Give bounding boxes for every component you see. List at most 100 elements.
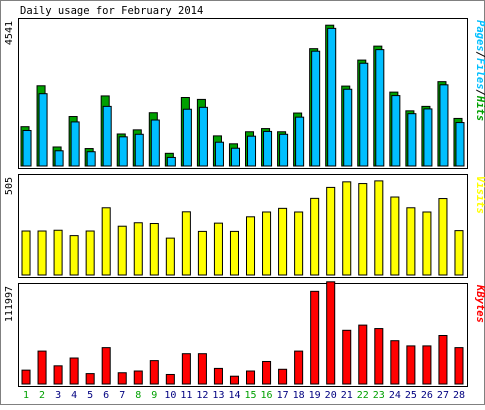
visits-panel-bar-visits-day-20 [326, 186, 336, 276]
x-tick-label-day-13: 13 [212, 390, 224, 401]
kbytes-panel-bar-kbytes-day-23 [374, 328, 384, 385]
x-tick-label-day-26: 26 [421, 390, 433, 401]
visits-panel-bar-visits-day-3 [53, 229, 63, 276]
hits-panel-bar-files-day-4 [70, 121, 80, 167]
kbytes-panel-bar-kbytes-day-2 [37, 350, 47, 385]
visits-panel-legend-visits: Visits [474, 176, 485, 214]
kbytes-panel-bar-kbytes-day-6 [101, 347, 111, 385]
visits-panel-bar-visits-day-9 [149, 223, 159, 276]
x-tick-label-day-6: 6 [103, 390, 109, 401]
hits-panel-bar-files-day-17 [279, 133, 289, 167]
hits-panel-legend: Pages/Files/Hits [474, 20, 485, 121]
visits-panel-bar-visits-day-28 [454, 230, 464, 276]
hits-panel-bar-files-day-28 [455, 122, 465, 167]
kbytes-panel-bar-kbytes-day-26 [422, 345, 432, 385]
hits-panel-bar-files-day-16 [263, 130, 273, 167]
x-tick-label-day-19: 19 [309, 390, 321, 401]
x-tick-label-day-5: 5 [87, 390, 93, 401]
visits-panel-bar-visits-day-24 [390, 196, 400, 276]
kbytes-panel-legend: KBytes [474, 284, 485, 323]
kbytes-panel-bar-kbytes-day-17 [278, 368, 288, 385]
hits-panel-bar-files-day-27 [439, 84, 449, 167]
hits-panel-bar-files-day-23 [375, 49, 385, 167]
x-tick-label-day-20: 20 [325, 390, 337, 401]
kbytes-panel-bar-kbytes-day-22 [358, 324, 368, 385]
visits-panel-bar-visits-day-2 [37, 230, 47, 276]
hits-panel-bar-files-day-8 [134, 133, 144, 167]
visits-panel-bar-visits-day-23 [374, 180, 384, 276]
x-tick-label-day-2: 2 [39, 390, 45, 401]
hits-panel-bar-files-day-24 [391, 95, 401, 167]
kbytes-panel-bar-kbytes-day-8 [133, 370, 143, 385]
kbytes-panel-ymax-label: 111997 [4, 286, 15, 322]
hits-panel-bar-files-day-6 [102, 105, 112, 167]
hits-panel-bar-files-day-10 [166, 156, 176, 167]
visits-panel-frame [18, 174, 468, 278]
x-tick-label-day-18: 18 [293, 390, 305, 401]
kbytes-panel-bar-kbytes-day-13 [213, 367, 223, 385]
kbytes-panel-bar-kbytes-day-11 [181, 353, 191, 385]
x-tick-label-day-3: 3 [55, 390, 61, 401]
x-tick-label-day-7: 7 [119, 390, 125, 401]
hits-panel-legend-files: Files [474, 58, 485, 90]
chart-title: Daily usage for February 2014 [20, 5, 203, 17]
hits-panel-ymax-label: 4541 [4, 21, 15, 45]
visits-panel-bar-visits-day-18 [294, 211, 304, 276]
visits-panel-bar-visits-day-7 [117, 225, 127, 276]
visits-panel-bar-visits-day-25 [406, 207, 416, 276]
hits-panel-bar-files-day-12 [198, 106, 208, 167]
hits-panel-bar-files-day-22 [359, 62, 369, 167]
visits-panel-bar-visits-day-13 [213, 222, 223, 276]
kbytes-panel-bar-kbytes-day-7 [117, 372, 127, 385]
visits-panel-legend: Visits [474, 176, 485, 214]
hits-panel-bar-files-day-20 [327, 27, 337, 167]
hits-panel-legend-slash: / [474, 52, 485, 58]
visits-panel: 505 Visits [4, 174, 485, 278]
kbytes-panel-frame [18, 283, 468, 387]
visits-panel-bar-visits-day-4 [69, 235, 79, 276]
kbytes-panel-bar-kbytes-day-10 [165, 373, 175, 385]
hits-panel-bar-files-day-11 [182, 108, 192, 167]
kbytes-panel-bar-kbytes-day-20 [326, 281, 336, 385]
hits-panel-bar-files-day-25 [407, 113, 417, 167]
x-tick-label-day-17: 17 [277, 390, 289, 401]
x-tick-label-day-4: 4 [71, 390, 77, 401]
kbytes-panel-bar-kbytes-day-3 [53, 365, 63, 385]
kbytes-panel-legend-kbytes: KBytes [474, 284, 485, 323]
visits-panel-bar-visits-day-15 [246, 216, 256, 276]
visits-panel-bar-visits-day-21 [342, 181, 352, 276]
x-tick-label-day-9: 9 [151, 390, 157, 401]
hits-panel-bar-files-day-5 [86, 151, 96, 167]
hits-panel-bar-files-day-9 [150, 119, 160, 167]
visits-panel-bar-visits-day-16 [262, 211, 272, 276]
visits-panel-bar-visits-day-26 [422, 211, 432, 276]
hits-panel-legend-pages: Pages [474, 20, 485, 52]
kbytes-panel-bar-kbytes-day-18 [294, 350, 304, 385]
hits-panel-bar-files-day-13 [214, 141, 224, 167]
x-tick-label-day-8: 8 [135, 390, 141, 401]
x-tick-label-day-16: 16 [261, 390, 273, 401]
x-tick-label-day-25: 25 [405, 390, 417, 401]
kbytes-panel-bar-kbytes-day-19 [310, 290, 320, 385]
kbytes-panel-bar-kbytes-day-5 [85, 373, 95, 385]
kbytes-panel-bar-kbytes-day-1 [21, 369, 31, 385]
hits-panel-legend-hits: Hits [474, 95, 485, 121]
x-tick-label-day-28: 28 [453, 390, 465, 401]
visits-panel-bar-visits-day-5 [85, 230, 95, 276]
kbytes-panel-bar-kbytes-day-16 [262, 360, 272, 385]
x-tick-label-day-14: 14 [228, 390, 240, 401]
x-tick-label-day-24: 24 [389, 390, 401, 401]
visits-panel-bar-visits-day-22 [358, 183, 368, 276]
hits-panel-bar-files-day-7 [118, 136, 128, 167]
visits-panel-bar-visits-day-27 [438, 198, 448, 276]
x-tick-label-day-11: 11 [180, 390, 192, 401]
hits-panel-bar-files-day-1 [22, 129, 32, 167]
x-tick-label-day-22: 22 [357, 390, 369, 401]
hits-panel-bar-files-day-21 [343, 88, 353, 167]
kbytes-panel-bar-kbytes-day-15 [246, 370, 256, 385]
x-axis-labels: 1 2 3 4 5 6 7 8 9 10 11 12 13 14 15 16 17 18 19 20 21 22 23 24 2… [23, 390, 465, 401]
visits-panel-bar-visits-day-14 [229, 230, 239, 276]
